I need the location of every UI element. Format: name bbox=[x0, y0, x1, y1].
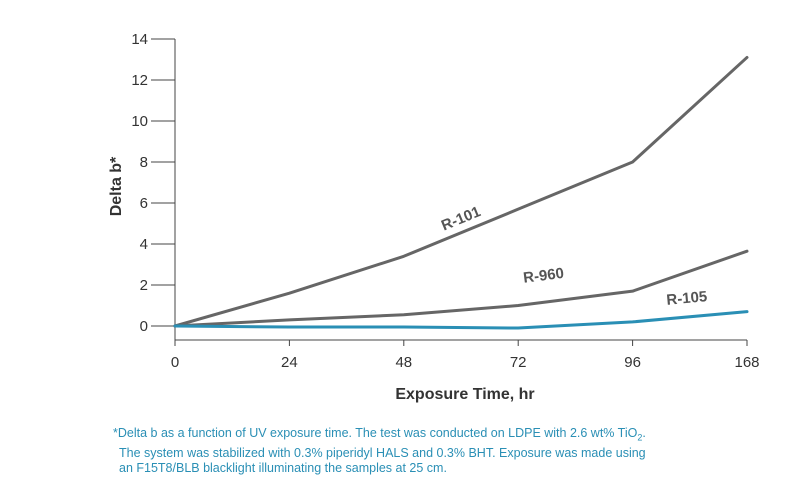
series-labels: R-101 R-960 R-105 bbox=[439, 203, 708, 309]
y-tick-label: 0 bbox=[140, 318, 148, 335]
x-tick-label: 72 bbox=[510, 354, 527, 371]
x-tick-label: 24 bbox=[281, 354, 298, 371]
series-line-r-960 bbox=[173, 249, 749, 328]
caption-line-1: *Delta b as a function of UV exposure ti… bbox=[113, 426, 733, 446]
caption-subscript: 2 bbox=[637, 432, 643, 443]
series-line-r-105 bbox=[173, 310, 749, 330]
caption-line-1-end: . bbox=[642, 426, 646, 440]
x-tick-label: 168 bbox=[734, 354, 759, 371]
y-tick-label: 4 bbox=[140, 236, 148, 253]
x-tick-label: 0 bbox=[171, 354, 179, 371]
series-label-r-105: R-105 bbox=[666, 288, 708, 309]
x-tick-label: 96 bbox=[624, 354, 641, 371]
y-tick-label: 2 bbox=[140, 277, 148, 294]
y-tick-label: 8 bbox=[140, 154, 148, 171]
y-tick-label: 6 bbox=[140, 195, 148, 212]
caption-line-3: an F15T8/BLB blacklight illuminating the… bbox=[119, 460, 447, 475]
caption-line-2: The system was stabilized with 0.3% pipe… bbox=[119, 445, 646, 460]
series-label-r-960: R-960 bbox=[522, 265, 565, 287]
figure-caption: *Delta b as a function of UV exposure ti… bbox=[113, 426, 733, 476]
series-line-r-101 bbox=[173, 55, 749, 328]
x-axis-title: Exposure Time, hr bbox=[395, 386, 534, 403]
series-lines bbox=[173, 55, 749, 330]
y-tick-label: 10 bbox=[131, 113, 148, 130]
caption-line-1-text: *Delta b as a function of UV exposure ti… bbox=[113, 426, 638, 440]
y-tick-label: 12 bbox=[131, 72, 148, 89]
x-tick-label: 48 bbox=[395, 354, 412, 371]
y-axis-title: Delta b* bbox=[108, 156, 125, 216]
y-tick-label: 14 bbox=[131, 31, 148, 48]
series-label-r-101: R-101 bbox=[439, 203, 483, 234]
